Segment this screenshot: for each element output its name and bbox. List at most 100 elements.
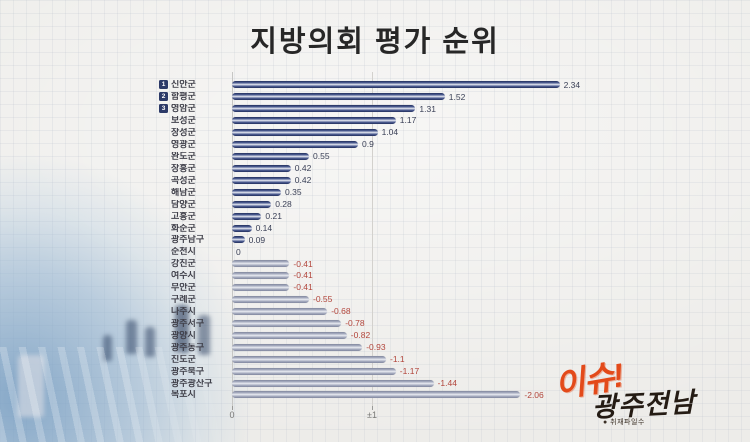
chart-row: 나주시 -0.68 xyxy=(159,306,739,318)
bar xyxy=(232,212,262,220)
value-label: -0.93 xyxy=(366,341,386,352)
bar-track: 0.42 xyxy=(232,174,311,186)
value-label: -0.82 xyxy=(350,330,371,341)
value-label: 0.28 xyxy=(275,198,292,209)
bar xyxy=(232,188,281,196)
bar-track: -0.41 xyxy=(232,258,313,270)
category-label: 완도군 xyxy=(171,151,196,161)
bar xyxy=(232,93,445,101)
category-label: 광주동구 xyxy=(171,342,205,352)
category-label: 광주남구 xyxy=(171,235,205,245)
value-label: 2.34 xyxy=(563,79,581,90)
axis-tick-label-one: ±1 xyxy=(367,410,377,420)
category-label: 광주북구 xyxy=(171,366,205,376)
rank-badge xyxy=(159,367,168,376)
value-label: 0.42 xyxy=(294,163,312,174)
rank-badge xyxy=(159,128,168,137)
chart-row: 고흥군 0.21 xyxy=(159,210,739,222)
chart-row: 장흥군 0.42 xyxy=(159,162,739,174)
chart-row: 담양군 0.28 xyxy=(159,198,739,210)
chart-row: 구례군 -0.55 xyxy=(159,294,739,306)
rank-badge xyxy=(159,235,168,244)
category-label: 영광군 xyxy=(171,140,196,150)
value-label: -0.68 xyxy=(331,306,351,317)
chart-row: 강진군 -0.41 xyxy=(159,258,739,270)
category-label: 영암군 xyxy=(171,104,196,114)
axis-tick xyxy=(372,406,373,410)
bar-track: -1.44 xyxy=(232,377,457,389)
rank-badge xyxy=(159,319,168,328)
rank-badge xyxy=(159,176,168,185)
chart-row: 광양시 -0.82 xyxy=(159,329,739,341)
value-label: 1.17 xyxy=(399,115,417,126)
category-label: 광주서구 xyxy=(171,318,205,328)
value-label: 0.14 xyxy=(255,222,273,233)
chart-row: 장성군 1.04 xyxy=(159,127,739,139)
category-label: 신안군 xyxy=(171,80,196,90)
bar xyxy=(232,105,416,113)
category-label: 진도군 xyxy=(171,354,196,364)
bar-track: 0.35 xyxy=(232,186,302,198)
rank-badge xyxy=(159,140,168,149)
bar-track: 0.09 xyxy=(232,234,265,246)
bar-track: 0.21 xyxy=(232,210,282,222)
bar-track: -0.55 xyxy=(232,294,332,306)
bar xyxy=(232,391,521,399)
bar-track: 0.28 xyxy=(232,198,292,210)
bar-track: -0.93 xyxy=(232,341,386,353)
bar xyxy=(232,307,328,315)
bar-track: -1.17 xyxy=(232,365,419,377)
value-label: -2.06 xyxy=(524,389,544,400)
category-label: 함평군 xyxy=(171,92,196,102)
rank-badge xyxy=(159,116,168,125)
bar xyxy=(232,81,560,89)
chart-row: 광주북구 -1.17 xyxy=(159,365,739,377)
bar-rows: 1 신안군 2.34 2 함평군 1.52 3 영암군 1.31 보성군 1.1… xyxy=(159,79,739,401)
bar xyxy=(232,200,272,208)
chart-row: 3 영암군 1.31 xyxy=(159,103,739,115)
bar xyxy=(232,152,309,160)
category-label: 구례군 xyxy=(171,295,196,305)
category-label: 광양시 xyxy=(171,330,196,340)
category-label: 보성군 xyxy=(171,116,196,126)
bar xyxy=(232,260,290,268)
value-label: -1.1 xyxy=(390,353,405,364)
bar-track: -0.68 xyxy=(232,306,351,318)
bar xyxy=(232,296,309,304)
bar-track: 0.55 xyxy=(232,151,330,163)
bar xyxy=(232,141,358,149)
rank-badge: 1 xyxy=(159,80,168,90)
bar-track: 0 xyxy=(232,246,241,258)
value-label: 0.55 xyxy=(313,151,330,162)
rank-badge xyxy=(159,152,168,161)
value-label: -0.41 xyxy=(293,270,313,281)
rank-badge xyxy=(159,200,168,209)
bar xyxy=(232,272,290,280)
rank-badge xyxy=(159,390,168,399)
bar-track: -2.06 xyxy=(232,389,544,401)
rank-badge xyxy=(159,343,168,352)
bar xyxy=(232,117,396,125)
category-label: 해남군 xyxy=(171,187,196,197)
value-label: 0.09 xyxy=(248,234,266,245)
rank-badge: 2 xyxy=(159,92,168,102)
bar-track: -0.82 xyxy=(232,329,370,341)
category-label: 곡성군 xyxy=(171,175,196,185)
rank-badge xyxy=(159,283,168,292)
bar-track: -1.1 xyxy=(232,353,405,365)
rank-badge xyxy=(159,164,168,173)
bar-track: 0.42 xyxy=(232,162,311,174)
bar xyxy=(232,343,363,351)
rank-badge xyxy=(159,379,168,388)
rank-badge xyxy=(159,259,168,268)
bar xyxy=(232,367,396,375)
bar xyxy=(232,176,291,184)
axis-tick xyxy=(232,406,233,410)
chart-row: 곡성군 0.42 xyxy=(159,174,739,186)
bar-track: 1.17 xyxy=(232,115,416,127)
bar-track: 1.31 xyxy=(232,103,436,115)
bar xyxy=(232,284,290,292)
rank-badge xyxy=(159,271,168,280)
